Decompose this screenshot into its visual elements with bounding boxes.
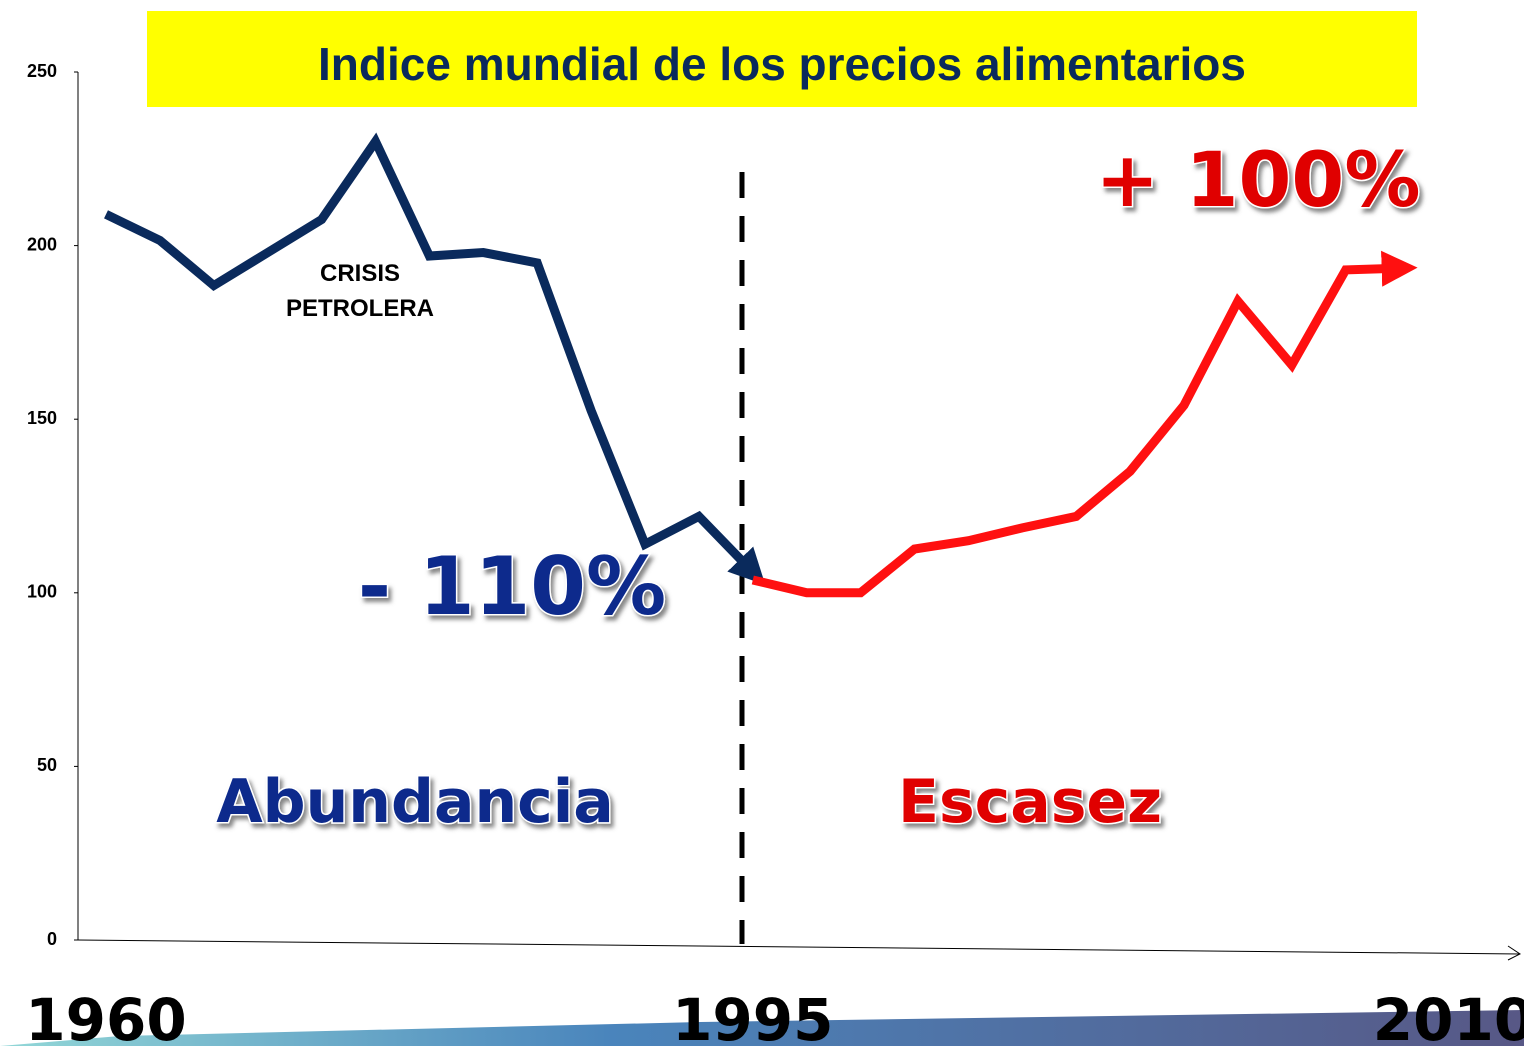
y-tick-label: 100 — [27, 582, 57, 602]
title-box — [147, 11, 1417, 107]
x-axis — [77, 939, 1521, 955]
x-axis-arrow — [1507, 945, 1521, 961]
y-tick-label: 50 — [37, 755, 57, 775]
annotation: Abundancia — [216, 767, 614, 837]
x-tick-label: 1960 — [25, 986, 186, 1046]
y-tick-label: 250 — [27, 61, 57, 81]
y-tick-label: 0 — [47, 929, 57, 949]
annotation: + 100% — [1096, 135, 1421, 224]
x-tick-label: 2010 — [1373, 986, 1524, 1046]
y-tick-label: 200 — [27, 234, 57, 254]
x-tick-label: 1995 — [672, 986, 833, 1046]
y-tick-label: 150 — [27, 408, 57, 428]
annotation: Escasez — [898, 767, 1162, 837]
annotation: PETROLERA — [286, 295, 434, 322]
annotation: CRISIS — [320, 260, 400, 287]
decor-band — [0, 1010, 1524, 1046]
series-line — [751, 250, 1418, 598]
series-line — [104, 132, 766, 585]
annotation: - 110% — [358, 540, 666, 633]
chart-title: Indice mundial de los precios alimentari… — [318, 38, 1246, 90]
